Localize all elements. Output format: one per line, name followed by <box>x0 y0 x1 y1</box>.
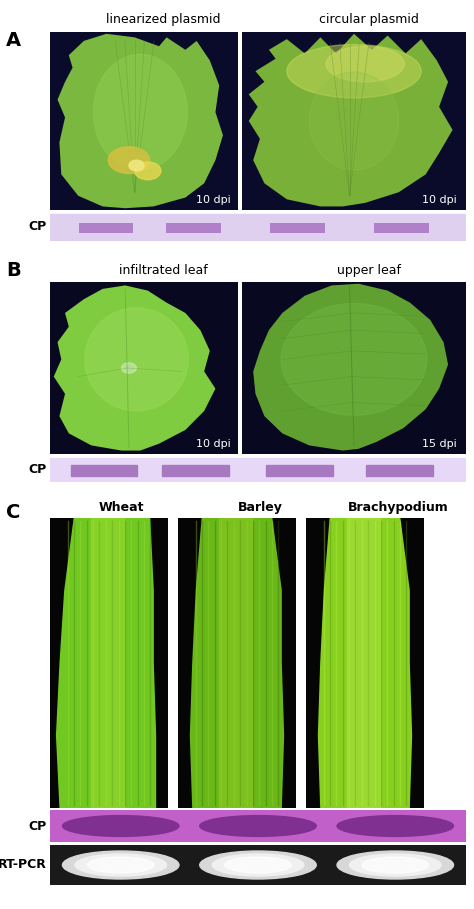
Polygon shape <box>318 518 412 808</box>
Text: RT-PCR: RT-PCR <box>0 858 47 872</box>
Ellipse shape <box>108 147 150 174</box>
Polygon shape <box>56 518 156 808</box>
Bar <box>166 223 220 234</box>
Text: upper leaf: upper leaf <box>337 264 401 277</box>
Bar <box>374 223 428 234</box>
Ellipse shape <box>129 160 144 171</box>
Text: 10 dpi: 10 dpi <box>196 195 230 205</box>
Ellipse shape <box>349 854 441 876</box>
Ellipse shape <box>212 854 304 876</box>
Ellipse shape <box>200 851 316 879</box>
Text: 15 dpi: 15 dpi <box>422 439 457 449</box>
Text: CP: CP <box>29 463 47 476</box>
Ellipse shape <box>75 854 166 876</box>
Text: 10 dpi: 10 dpi <box>196 439 230 449</box>
Ellipse shape <box>287 45 421 98</box>
Ellipse shape <box>63 851 179 879</box>
Ellipse shape <box>93 55 187 170</box>
Bar <box>91 518 124 808</box>
Bar <box>79 223 133 234</box>
Text: Wheat: Wheat <box>99 501 144 514</box>
Ellipse shape <box>309 72 399 170</box>
Bar <box>366 464 433 475</box>
Text: Brachypodium: Brachypodium <box>348 501 449 514</box>
Ellipse shape <box>135 162 161 180</box>
Ellipse shape <box>337 815 454 836</box>
Ellipse shape <box>121 363 137 374</box>
Polygon shape <box>190 518 284 808</box>
Polygon shape <box>249 34 453 206</box>
Text: CP: CP <box>29 221 47 234</box>
Text: circular plasmid: circular plasmid <box>319 13 419 25</box>
Ellipse shape <box>87 857 154 873</box>
Ellipse shape <box>281 304 427 415</box>
Ellipse shape <box>362 857 428 873</box>
Ellipse shape <box>85 308 188 411</box>
Ellipse shape <box>326 46 404 82</box>
Text: A: A <box>6 31 21 50</box>
Bar <box>266 464 333 475</box>
Bar <box>71 464 137 475</box>
Polygon shape <box>253 284 448 451</box>
Bar <box>162 464 229 475</box>
Polygon shape <box>54 285 216 451</box>
Bar <box>347 518 380 808</box>
Polygon shape <box>57 34 223 208</box>
Ellipse shape <box>63 815 179 836</box>
Ellipse shape <box>200 815 316 836</box>
Bar <box>271 223 325 234</box>
Text: C: C <box>6 503 20 522</box>
Text: CP: CP <box>29 820 47 833</box>
Ellipse shape <box>337 851 454 879</box>
Text: 10 dpi: 10 dpi <box>422 195 457 205</box>
Bar <box>219 518 252 808</box>
Ellipse shape <box>225 857 292 873</box>
Text: linearized plasmid: linearized plasmid <box>106 13 221 25</box>
Text: infiltrated leaf: infiltrated leaf <box>119 264 208 277</box>
Text: B: B <box>6 261 21 280</box>
Text: Barley: Barley <box>237 501 283 514</box>
